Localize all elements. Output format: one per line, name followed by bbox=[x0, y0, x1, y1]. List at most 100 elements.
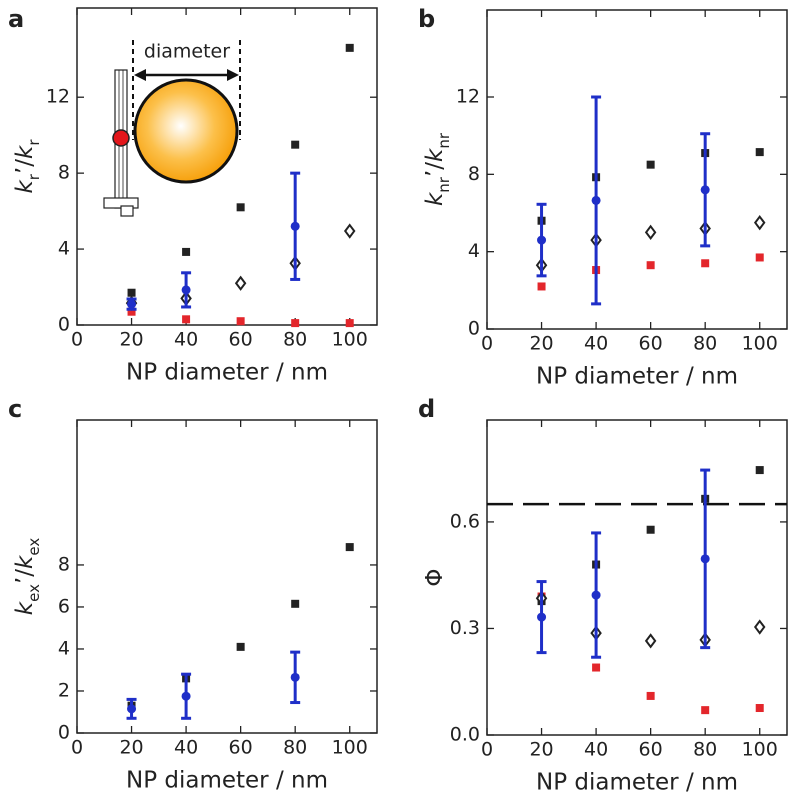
x-tick-label: 80 bbox=[693, 739, 717, 761]
square-marker bbox=[701, 259, 710, 268]
x-tick-label: 40 bbox=[584, 739, 608, 761]
plot-frame bbox=[76, 7, 378, 326]
x-tick-label: 60 bbox=[639, 739, 663, 761]
plot-frame bbox=[76, 419, 378, 734]
x-axis-label: NP diameter / nm bbox=[126, 768, 328, 794]
y-tick-label: 0 bbox=[58, 722, 70, 744]
x-tick-label: 100 bbox=[742, 739, 778, 761]
x-tick-label: 100 bbox=[332, 737, 368, 759]
y-label-part: r bbox=[25, 139, 43, 146]
square-marker bbox=[291, 140, 300, 149]
square-marker bbox=[701, 706, 710, 715]
y-axis-label: kr’/kr bbox=[12, 139, 43, 194]
x-tick-label: 0 bbox=[71, 737, 83, 759]
circle-marker bbox=[700, 554, 710, 564]
diamond-marker bbox=[234, 275, 247, 291]
y-label-part: k bbox=[12, 144, 38, 159]
x-tick-label: 40 bbox=[584, 333, 608, 355]
x-tick-label: 100 bbox=[742, 333, 778, 355]
x-tick-label: 60 bbox=[229, 737, 253, 759]
panel-label: c bbox=[8, 395, 22, 423]
square-marker bbox=[646, 691, 655, 700]
y-tick-label: 0.6 bbox=[450, 510, 480, 532]
diamond-marker bbox=[644, 224, 657, 240]
y-tick-label: 12 bbox=[46, 86, 70, 108]
y-axis-label: kex’/kex bbox=[12, 538, 43, 616]
circle-marker bbox=[181, 691, 191, 701]
x-tick-label: 80 bbox=[283, 737, 307, 759]
x-tick-label: 0 bbox=[481, 333, 493, 355]
y-label-part: Φ bbox=[422, 568, 448, 586]
circle-marker bbox=[127, 704, 137, 714]
square-marker bbox=[646, 160, 655, 169]
y-axis-label: Φ bbox=[422, 568, 448, 586]
diamond-marker bbox=[753, 619, 766, 635]
square-marker bbox=[345, 319, 354, 328]
circle-marker bbox=[700, 185, 710, 195]
x-axis-label: NP diameter / nm bbox=[536, 364, 738, 390]
y-tick-label: 4 bbox=[468, 240, 480, 262]
circle-marker bbox=[537, 235, 547, 245]
x-tick-label: 80 bbox=[693, 333, 717, 355]
square-marker bbox=[127, 307, 136, 316]
plot-frame bbox=[486, 9, 788, 330]
y-label-part: ’/ bbox=[12, 159, 38, 174]
y-label-part: nr bbox=[435, 176, 453, 193]
y-tick-label: 2 bbox=[58, 679, 70, 701]
square-marker bbox=[345, 543, 354, 552]
x-tick-label: 0 bbox=[71, 329, 83, 351]
diamond-marker bbox=[753, 215, 766, 231]
annotation: diameter bbox=[144, 41, 230, 63]
square-marker bbox=[592, 663, 601, 672]
circle-marker bbox=[181, 285, 191, 295]
y-label-part: k bbox=[12, 179, 38, 194]
square-marker bbox=[537, 282, 546, 291]
circle-marker bbox=[127, 299, 137, 309]
y-tick-label: 12 bbox=[456, 86, 480, 108]
panel-label: b bbox=[418, 5, 435, 33]
y-tick-label: 8 bbox=[58, 162, 70, 184]
x-tick-label: 20 bbox=[529, 333, 553, 355]
x-tick-label: 20 bbox=[119, 329, 143, 351]
y-label-part: r bbox=[25, 173, 43, 180]
square-marker bbox=[182, 247, 191, 256]
square-marker bbox=[236, 642, 245, 651]
square-marker bbox=[646, 525, 655, 534]
square-marker bbox=[345, 43, 354, 52]
x-axis-label: NP diameter / nm bbox=[126, 360, 328, 386]
diamond-marker bbox=[644, 633, 657, 649]
x-tick-label: 60 bbox=[229, 329, 253, 351]
square-marker bbox=[291, 319, 300, 328]
y-label-part: k bbox=[12, 600, 38, 615]
circle-marker bbox=[290, 672, 300, 682]
y-label-part: k bbox=[12, 554, 38, 569]
panel-label: d bbox=[418, 395, 435, 423]
y-tick-label: 4 bbox=[58, 637, 70, 659]
square-marker bbox=[755, 253, 764, 262]
square-marker bbox=[236, 317, 245, 326]
square-marker bbox=[646, 261, 655, 270]
x-tick-label: 40 bbox=[174, 329, 198, 351]
square-marker bbox=[291, 599, 300, 608]
x-tick-label: 60 bbox=[639, 333, 663, 355]
circle-marker bbox=[591, 590, 601, 600]
square-marker bbox=[236, 203, 245, 212]
y-tick-label: 0 bbox=[468, 318, 480, 340]
y-tick-label: 0.0 bbox=[450, 724, 480, 746]
square-marker bbox=[127, 288, 136, 297]
x-tick-label: 80 bbox=[283, 329, 307, 351]
square-marker bbox=[755, 148, 764, 157]
x-tick-label: 0 bbox=[481, 739, 493, 761]
diamond-marker bbox=[343, 223, 356, 239]
square-marker bbox=[182, 315, 191, 324]
x-tick-label: 20 bbox=[529, 739, 553, 761]
plot-frame bbox=[486, 419, 788, 736]
y-tick-label: 6 bbox=[58, 595, 70, 617]
y-tick-label: 0.3 bbox=[450, 617, 480, 639]
y-tick-label: 0 bbox=[58, 314, 70, 336]
square-marker bbox=[755, 466, 764, 475]
circle-marker bbox=[290, 221, 300, 231]
panel-label: a bbox=[8, 5, 24, 33]
y-label-part: ’/ bbox=[12, 569, 38, 584]
